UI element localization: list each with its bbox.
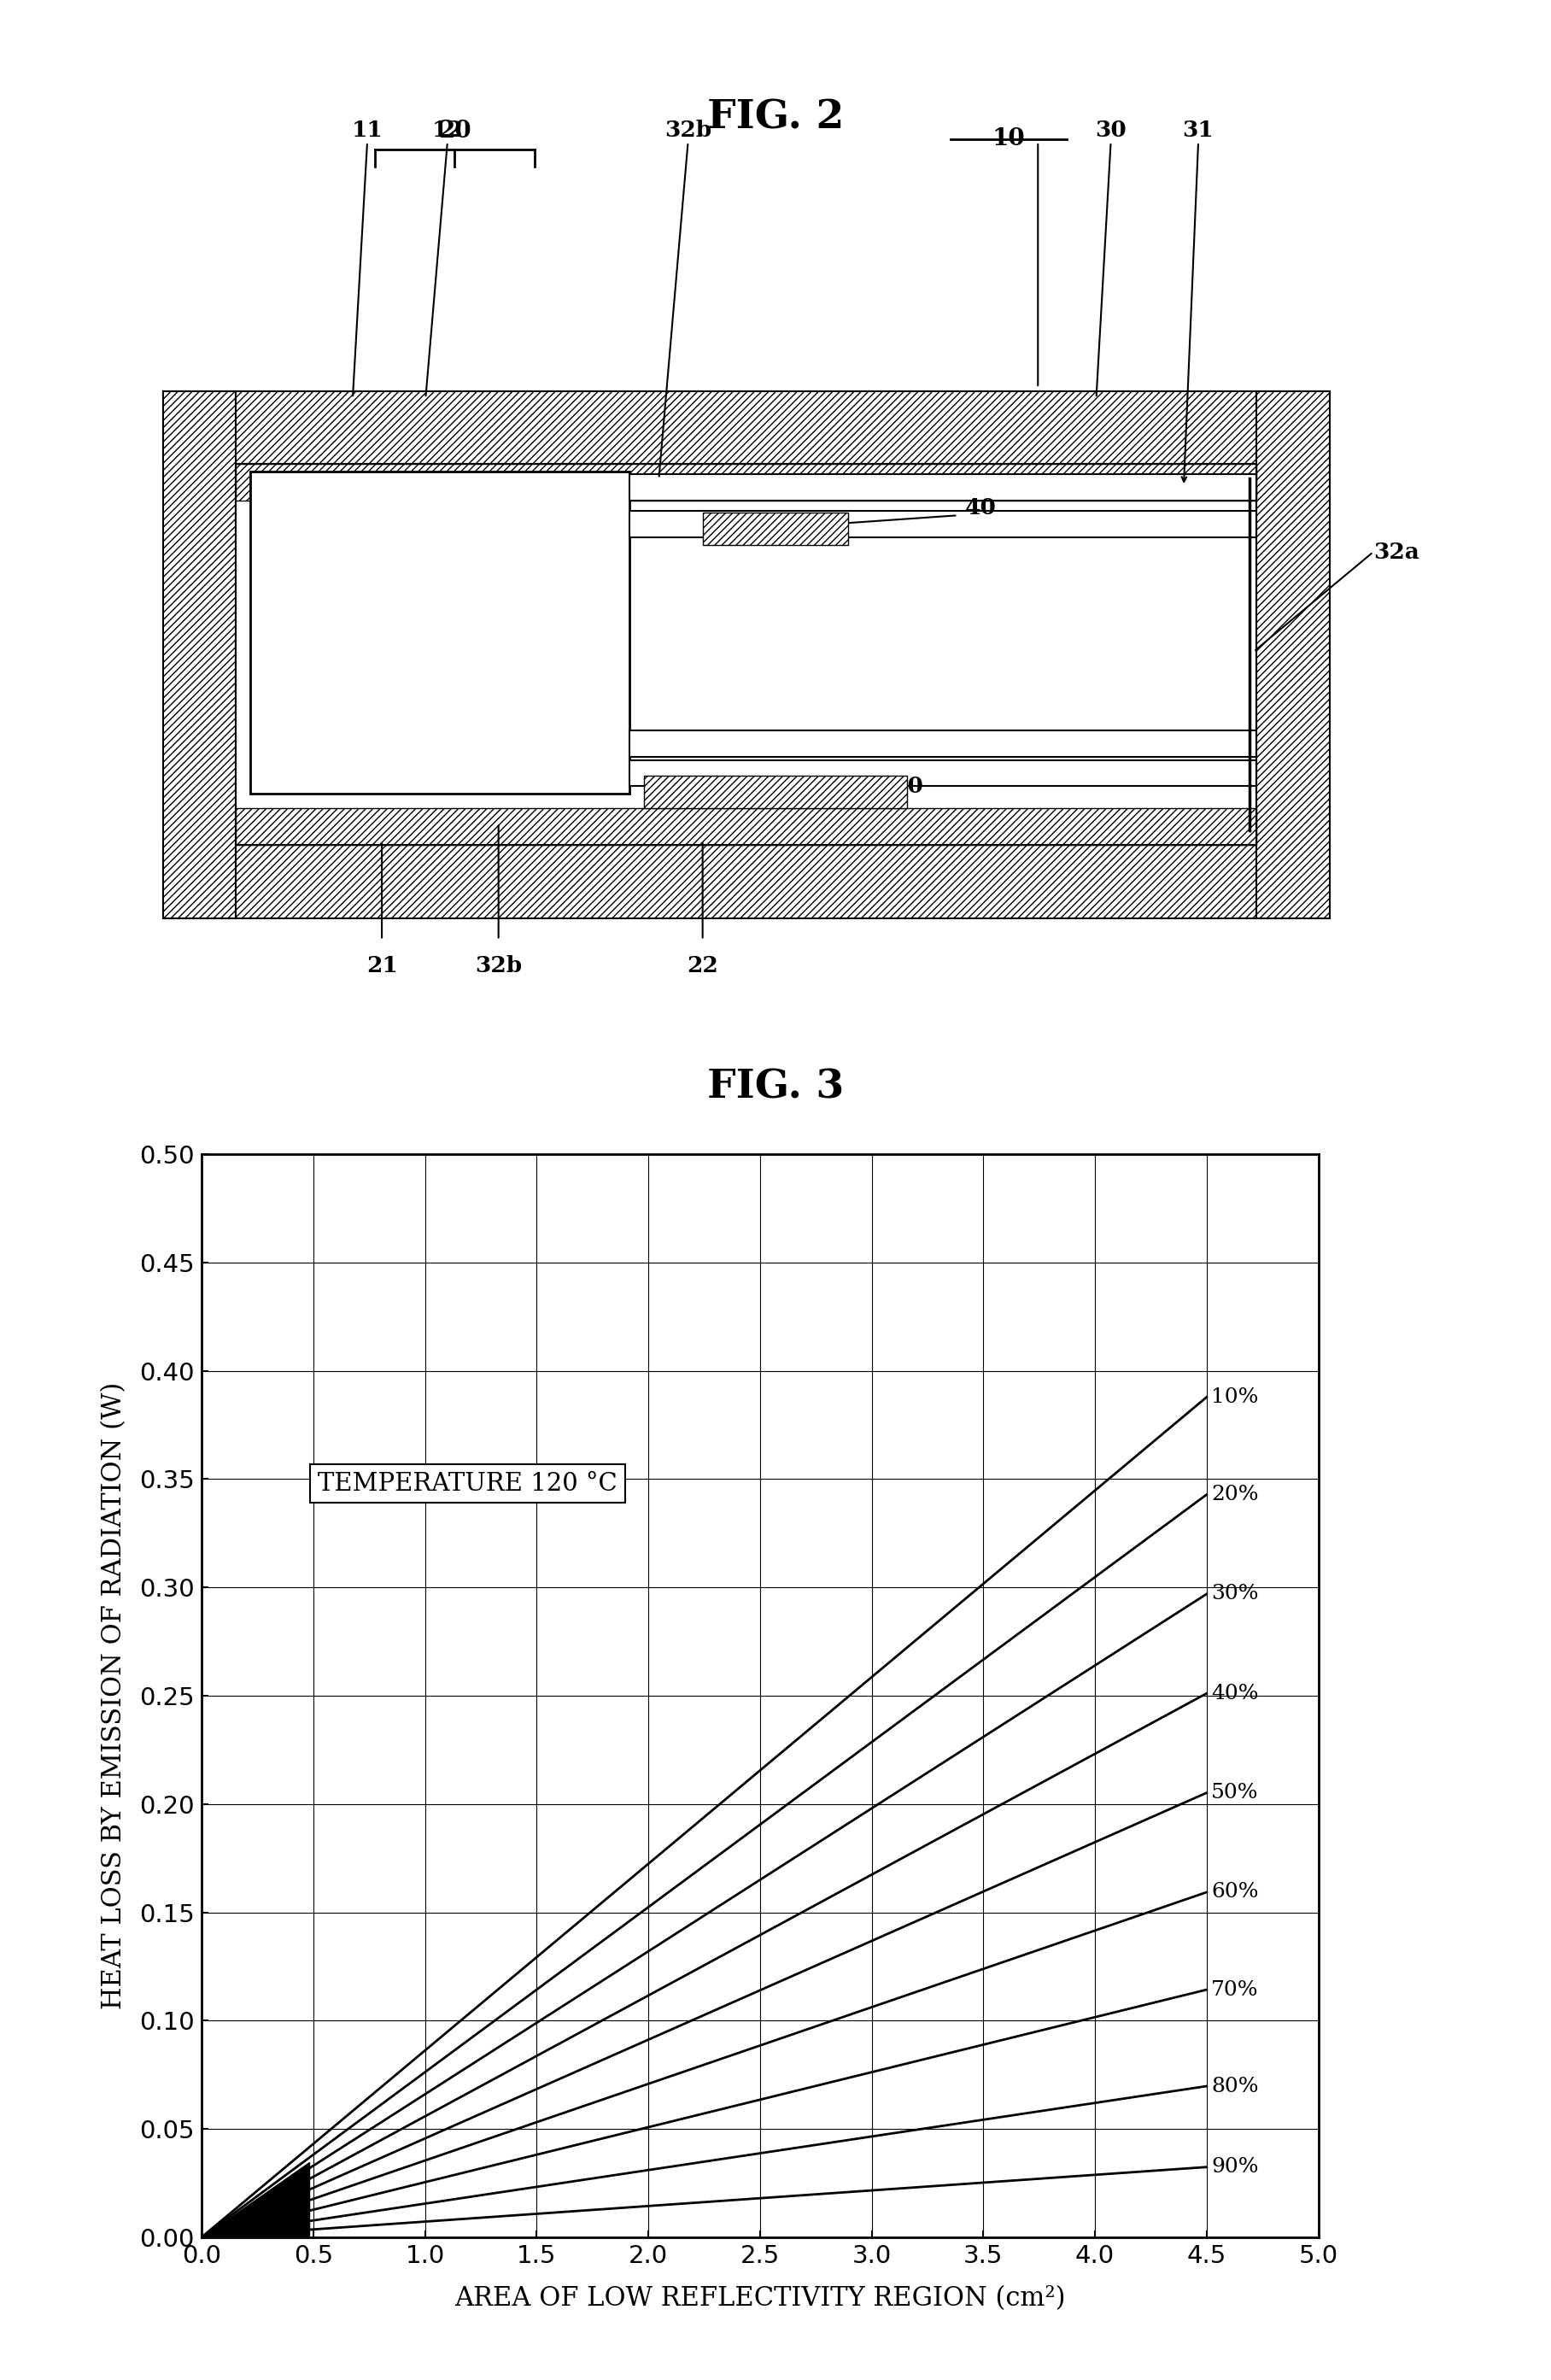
- Text: 30: 30: [1095, 119, 1126, 140]
- Bar: [236, 464, 1256, 845]
- Text: 90%: 90%: [1211, 2156, 1258, 2178]
- Text: 10%: 10%: [1211, 1388, 1258, 1407]
- Bar: [630, 759, 1256, 785]
- Bar: [1256, 390, 1329, 919]
- Text: 31: 31: [1182, 119, 1214, 140]
- Text: 40: 40: [892, 776, 924, 797]
- Text: FIG. 3: FIG. 3: [707, 1066, 844, 1107]
- Text: 32a: 32a: [1373, 540, 1419, 562]
- Text: 20%: 20%: [1211, 1485, 1258, 1504]
- Text: 21: 21: [366, 954, 397, 976]
- Bar: [163, 390, 1329, 464]
- Polygon shape: [202, 2163, 309, 2237]
- Bar: [630, 474, 1256, 500]
- Text: 40%: 40%: [1211, 1683, 1258, 1704]
- X-axis label: AREA OF LOW REFLECTIVITY REGION (cm²): AREA OF LOW REFLECTIVITY REGION (cm²): [454, 2285, 1066, 2311]
- Bar: [630, 512, 1256, 538]
- Text: 50%: 50%: [1211, 1783, 1258, 1802]
- Bar: [236, 464, 1256, 500]
- Text: 40: 40: [965, 497, 997, 519]
- Text: TEMPERATURE 120 °C: TEMPERATURE 120 °C: [318, 1471, 617, 1495]
- Text: FIG. 2: FIG. 2: [707, 98, 844, 138]
- Text: 32b: 32b: [664, 119, 712, 140]
- Text: 60%: 60%: [1211, 1883, 1258, 1902]
- Bar: [236, 809, 1256, 845]
- Bar: [630, 731, 1256, 757]
- Text: 32b: 32b: [475, 954, 523, 976]
- Bar: [644, 776, 907, 809]
- Bar: [236, 464, 1256, 845]
- Text: 30%: 30%: [1211, 1585, 1258, 1604]
- Bar: [163, 390, 236, 919]
- Text: 12: 12: [431, 119, 464, 140]
- Text: 20: 20: [439, 119, 472, 143]
- Bar: [163, 845, 1329, 919]
- Bar: [703, 512, 848, 545]
- Text: 10: 10: [993, 126, 1025, 150]
- Text: 80%: 80%: [1211, 2075, 1258, 2097]
- Text: 22: 22: [687, 954, 718, 976]
- Bar: [251, 471, 630, 793]
- Text: 11: 11: [352, 119, 383, 140]
- Text: 70%: 70%: [1211, 1980, 1258, 1999]
- Y-axis label: HEAT LOSS BY EMISSION OF RADIATION (W): HEAT LOSS BY EMISSION OF RADIATION (W): [101, 1383, 127, 2009]
